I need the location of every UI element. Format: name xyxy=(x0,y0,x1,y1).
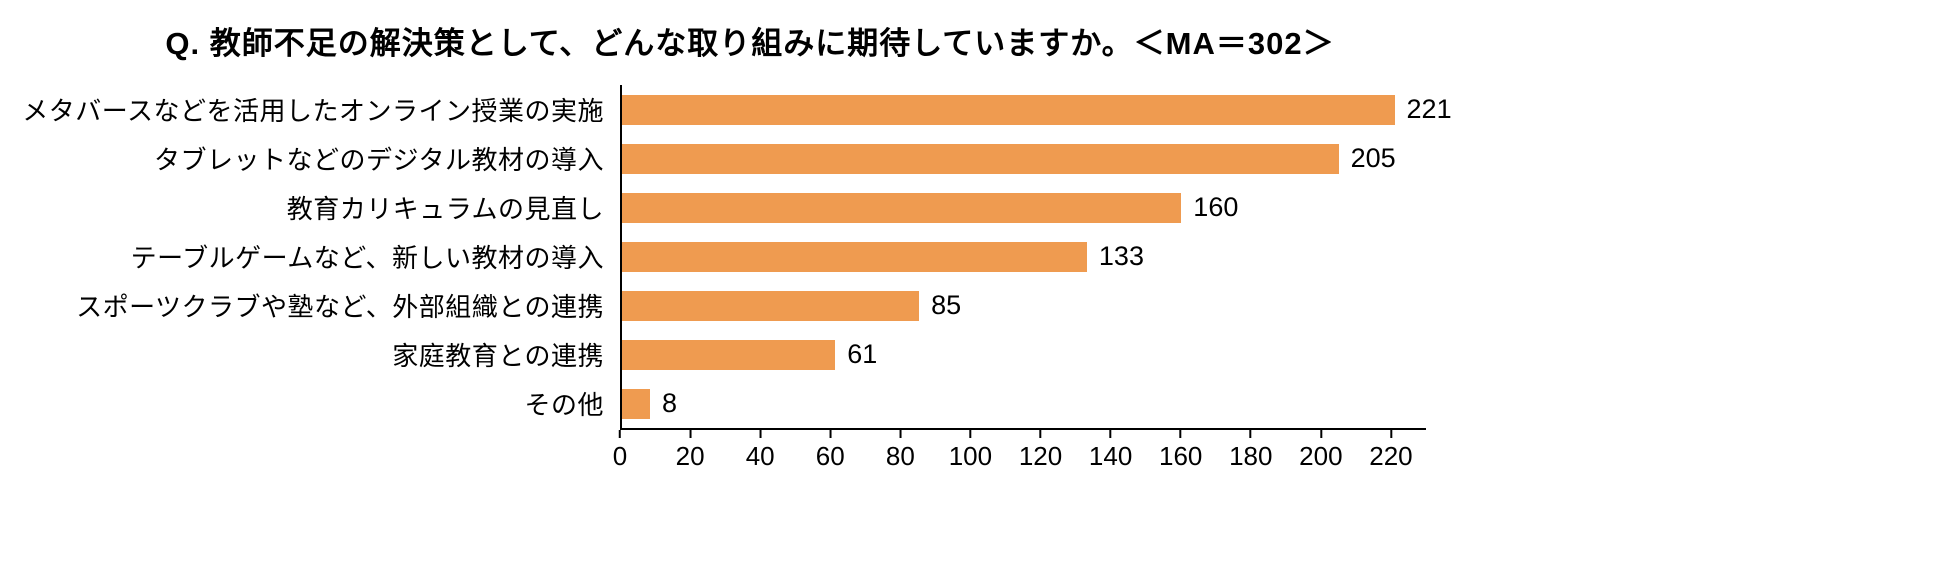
bar xyxy=(622,143,1339,174)
category-label: 教育カリキュラムの見直し xyxy=(286,194,604,224)
x-axis-tick-label: 20 xyxy=(675,441,705,471)
bar-value-label: 8 xyxy=(661,388,677,418)
chart-row: 教育カリキュラムの見直し 160 xyxy=(0,183,1950,232)
chart-row: メタバースなどを活用したオンライン授業の実施 221 xyxy=(0,85,1950,134)
x-axis-tick: 0 xyxy=(613,430,627,472)
x-axis-tick-label: 220 xyxy=(1369,441,1413,471)
x-axis-tick: 200 xyxy=(1299,430,1343,472)
bar-value-label: 205 xyxy=(1350,143,1396,173)
x-axis-tick-label: 120 xyxy=(1018,441,1063,471)
x-axis-tick-mark xyxy=(1389,430,1392,438)
x-axis-row: 0 20 40 60 80 100 120 140 160 180 200 220 xyxy=(0,428,1950,476)
bar-value-label: 160 xyxy=(1193,192,1239,222)
x-axis-tick: 40 xyxy=(746,430,775,472)
chart-title: Q. 教師不足の解決策として、どんな取り組みに期待していますか。＜MA＝302＞ xyxy=(165,26,1335,61)
bar-value-label: 221 xyxy=(1406,94,1452,124)
x-axis-tick-label: 180 xyxy=(1229,441,1273,471)
x-axis-tick-label: 80 xyxy=(885,441,915,471)
bar-value-label: 133 xyxy=(1098,241,1144,271)
bar-value-label: 85 xyxy=(931,290,962,320)
category-label: タブレットなどのデジタル教材の導入 xyxy=(154,145,604,175)
x-axis-tick-mark xyxy=(1249,430,1252,438)
x-axis-tick: 120 xyxy=(1019,430,1062,472)
x-axis-tick-mark xyxy=(689,430,692,438)
x-axis-tick-mark xyxy=(1109,430,1112,438)
x-axis-tick: 160 xyxy=(1159,430,1202,472)
x-axis-tick: 20 xyxy=(676,430,705,472)
x-axis-tick: 140 xyxy=(1089,430,1132,472)
chart-row: 家庭教育との連携 61 xyxy=(0,330,1950,379)
bar-track: 85 xyxy=(620,281,1426,330)
x-axis-tick-label: 100 xyxy=(948,441,993,471)
category-label: メタバースなどを活用したオンライン授業の実施 xyxy=(22,96,604,126)
category-label: テーブルゲームなど、新しい教材の導入 xyxy=(130,243,604,273)
bar-track: 221 xyxy=(620,85,1452,134)
x-axis-tick-mark xyxy=(829,430,832,438)
category-label: スポーツクラブや塾など、外部組織との連携 xyxy=(76,292,604,322)
x-axis-tick-mark xyxy=(1179,430,1182,438)
x-axis-tick: 60 xyxy=(816,430,845,472)
chart-row: スポーツクラブや塾など、外部組織との連携 85 xyxy=(0,281,1950,330)
chart-row: テーブルゲームなど、新しい教材の導入 133 xyxy=(0,232,1950,281)
bar xyxy=(622,192,1182,223)
x-axis-tick-label: 140 xyxy=(1088,441,1133,471)
x-axis-tick-mark xyxy=(759,430,762,438)
x-axis-tick-mark xyxy=(969,430,972,438)
x-axis-spacer xyxy=(0,428,620,476)
bar-track: 133 xyxy=(620,232,1426,281)
bar-rows: メタバースなどを活用したオンライン授業の実施 221 タブレットなどのデジタル教材の… xyxy=(0,85,1950,428)
x-axis-tick-label: 160 xyxy=(1158,441,1203,471)
x-axis-tick-label: 40 xyxy=(745,441,775,471)
bar-track: 205 xyxy=(620,134,1426,183)
x-axis-tick-label: 60 xyxy=(815,441,845,471)
category-label: 家庭教育との連携 xyxy=(392,341,604,371)
bar-track: 8 xyxy=(620,379,1426,428)
x-axis-tick: 100 xyxy=(949,430,992,472)
bar xyxy=(622,290,920,321)
bar-track: 160 xyxy=(620,183,1426,232)
x-axis-tick-mark xyxy=(899,430,902,438)
x-axis: 0 20 40 60 80 100 120 140 160 180 200 220 xyxy=(613,428,1426,476)
bar xyxy=(622,241,1087,272)
x-axis-tick-mark xyxy=(619,430,621,438)
x-axis-tick-mark xyxy=(1319,430,1322,438)
bar xyxy=(622,388,650,419)
x-axis-tick-label: 200 xyxy=(1299,441,1343,471)
plot-area: メタバースなどを活用したオンライン授業の実施 221 タブレットなどのデジタル教材の… xyxy=(0,85,1950,476)
category-label: その他 xyxy=(524,390,604,420)
chart-row: その他 8 xyxy=(0,379,1950,428)
x-axis-tick-mark xyxy=(1039,430,1042,438)
bar-track: 61 xyxy=(620,330,1426,379)
chart-row: タブレットなどのデジタル教材の導入 205 xyxy=(0,134,1950,183)
bar xyxy=(622,94,1395,125)
bar-value-label: 61 xyxy=(847,339,878,369)
x-axis-tick-label: 0 xyxy=(612,441,628,471)
x-axis-tick: 180 xyxy=(1229,430,1272,472)
x-axis-tick: 220 xyxy=(1369,430,1413,472)
bar xyxy=(622,339,836,370)
x-axis-tick: 80 xyxy=(886,430,915,472)
